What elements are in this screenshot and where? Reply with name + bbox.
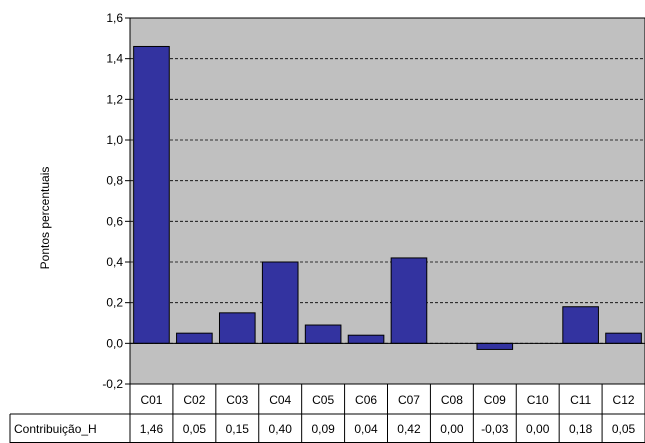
bar-c11 — [562, 306, 599, 344]
x-tick-label: C11 — [570, 393, 591, 407]
data-label: 0,05 — [183, 422, 207, 436]
bars — [133, 45, 642, 350]
bar-c01 — [133, 45, 170, 344]
data-label: 0,09 — [311, 422, 335, 436]
y-tick-label: 0,0 — [106, 336, 123, 350]
data-label: 0,00 — [526, 422, 550, 436]
data-label: 1,46 — [140, 422, 164, 436]
x-tick-label: C12 — [613, 393, 635, 407]
bar-c06 — [347, 334, 385, 344]
x-tick-label: C07 — [398, 393, 420, 407]
data-label: 0,40 — [269, 422, 293, 436]
axes — [125, 17, 645, 385]
data-label: 0,04 — [354, 422, 378, 436]
x-tick-label: C08 — [441, 393, 463, 407]
bar-c09 — [476, 342, 514, 350]
y-tick-labels: -0,2 0,0 0,2 0,4 0,6 0,8 1,0 1,2 1,4 1,6 — [102, 11, 123, 391]
x-tick-label: C05 — [312, 393, 334, 407]
x-tick-label: C09 — [484, 393, 506, 407]
y-tick-label: 1,6 — [106, 11, 123, 25]
data-label: 0,42 — [397, 422, 421, 436]
data-label: 0,15 — [226, 422, 250, 436]
x-tick-label: C04 — [269, 393, 291, 407]
plot-area — [129, 17, 645, 385]
data-label: 0,05 — [612, 422, 636, 436]
y-tick-label: 0,6 — [106, 214, 123, 228]
bar-c02 — [176, 332, 213, 344]
x-tick-label: C06 — [355, 393, 377, 407]
bar-c03 — [218, 312, 256, 344]
bar-c04 — [261, 261, 299, 344]
y-tick-label: 0,4 — [106, 255, 123, 269]
bar-c12 — [605, 332, 642, 344]
x-tick-label: C02 — [183, 393, 205, 407]
data-label: -0,03 — [481, 422, 509, 436]
y-tick-label: 1,2 — [106, 92, 123, 106]
x-tick-label: C01 — [140, 393, 162, 407]
x-tick-label: C03 — [226, 393, 248, 407]
x-tick-label: C10 — [527, 393, 549, 407]
data-label: 0,18 — [569, 422, 593, 436]
data-table: C01 1,46 C02 0,05 C03 0,15 C04 0,40 C05 0,09 C06 0,… — [9, 384, 645, 443]
y-tick-label: -0,2 — [102, 377, 123, 391]
y-tick-label: 0,8 — [106, 174, 123, 188]
bar-c05 — [304, 324, 342, 344]
data-label: 0,00 — [440, 422, 464, 436]
y-tick-label: 1,0 — [106, 133, 123, 147]
y-axis-label: Pontos percentuais — [38, 167, 52, 270]
y-tick-label: 0,2 — [106, 296, 123, 310]
series-name-label: Contribuição_H — [14, 422, 97, 436]
y-tick-label: 1,4 — [106, 52, 123, 66]
bar-c07 — [390, 257, 428, 344]
